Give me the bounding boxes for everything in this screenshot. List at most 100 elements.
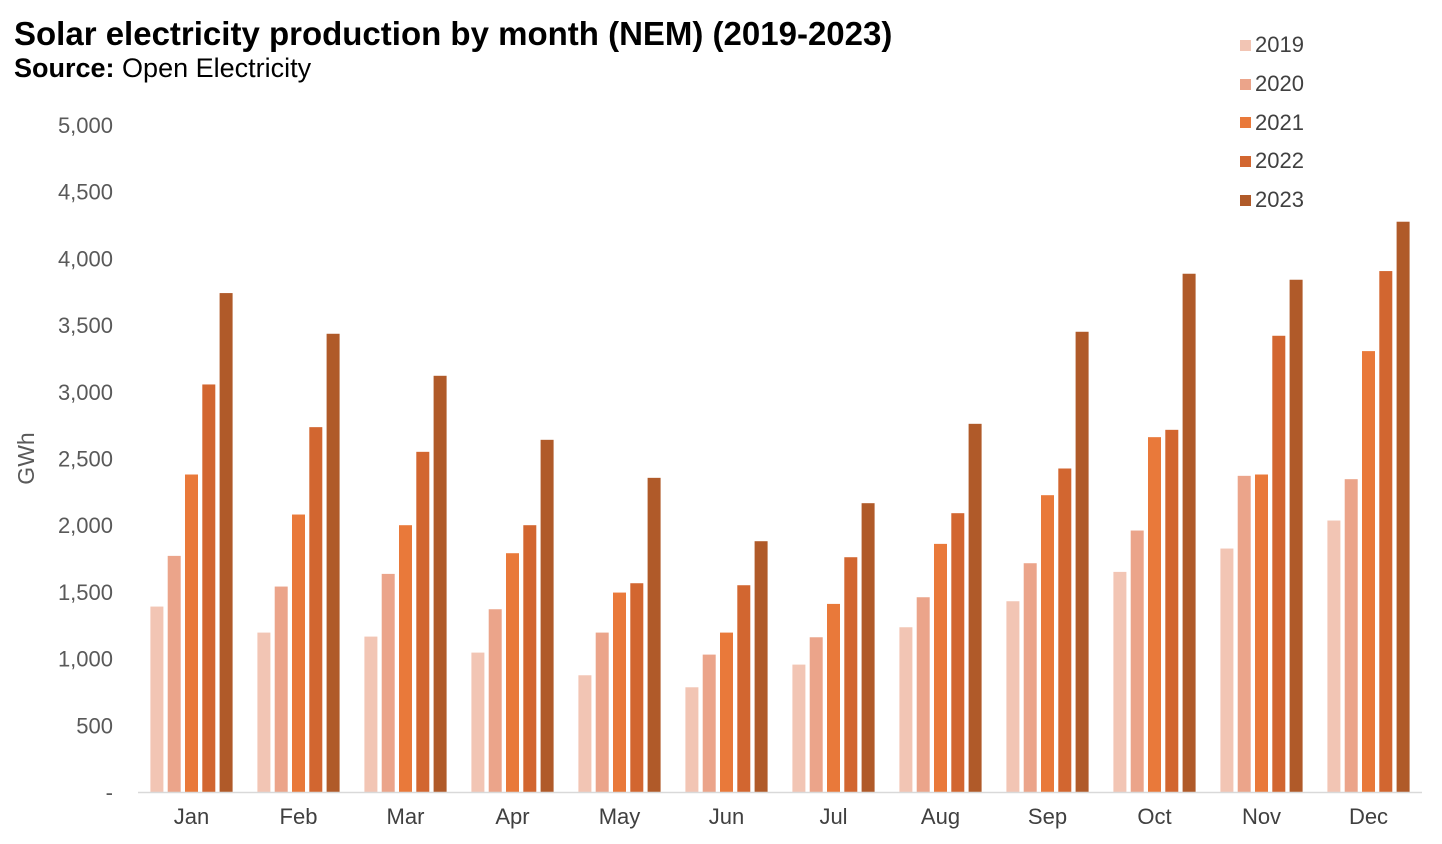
x-tick-label: Sep xyxy=(1028,804,1067,829)
y-tick-label: 1,500 xyxy=(58,580,113,605)
bar-2019-jun xyxy=(685,687,699,792)
legend-label: 2020 xyxy=(1255,71,1304,97)
legend-item: 2020 xyxy=(1240,65,1304,104)
bar-2022-feb xyxy=(309,427,323,792)
bar-2020-nov xyxy=(1237,475,1251,792)
bar-2020-mar xyxy=(381,573,395,792)
legend-item: 2023 xyxy=(1240,181,1304,220)
bar-2020-sep xyxy=(1023,563,1037,792)
legend-swatch xyxy=(1240,39,1251,51)
legend-item: 2021 xyxy=(1240,103,1304,142)
bar-2023-dec xyxy=(1396,221,1410,793)
subtitle-value: Open Electricity xyxy=(122,53,312,83)
y-tick-label: 2,500 xyxy=(58,447,113,472)
bar-2022-nov xyxy=(1272,335,1286,792)
x-tick-label: May xyxy=(599,804,641,829)
y-tick-label: 1,000 xyxy=(58,647,113,672)
bar-2020-jun xyxy=(702,654,716,792)
bar-2022-jan xyxy=(202,384,216,792)
y-tick-label: 500 xyxy=(76,713,113,738)
bar-2020-jan xyxy=(167,555,181,792)
bar-2021-feb xyxy=(292,514,305,792)
chart-title: Solar electricity production by month (N… xyxy=(14,15,893,52)
bar-2019-nov xyxy=(1220,548,1234,792)
y-tick-label: 4,500 xyxy=(58,180,113,205)
legend-label: 2023 xyxy=(1255,187,1304,213)
bar-2021-nov xyxy=(1255,474,1268,792)
bar-2019-oct xyxy=(1113,571,1127,792)
legend-item: 2019 xyxy=(1240,26,1304,65)
chart-subtitle: Source: Open Electricity xyxy=(14,51,311,85)
bar-2020-aug xyxy=(916,597,930,792)
bar-2021-apr xyxy=(506,553,519,792)
bar-2020-oct xyxy=(1130,530,1144,792)
x-tick-label: Nov xyxy=(1242,804,1281,829)
bar-2021-jul xyxy=(827,603,840,792)
bar-2019-jan xyxy=(150,606,164,792)
bar-2022-jul xyxy=(844,557,858,792)
y-tick-label: 4,000 xyxy=(58,246,113,271)
bar-2021-oct xyxy=(1148,437,1161,792)
legend-swatch xyxy=(1240,155,1251,167)
bar-2022-aug xyxy=(951,513,965,792)
y-tick-label: 2,000 xyxy=(58,513,113,538)
bar-2023-apr xyxy=(540,439,554,792)
y-tick-label: 3,500 xyxy=(58,313,113,338)
bar-2023-may xyxy=(647,477,661,792)
bar-2021-dec xyxy=(1362,351,1375,792)
x-tick-label: Mar xyxy=(387,804,425,829)
bar-2022-jun xyxy=(737,585,751,792)
legend-swatch xyxy=(1240,194,1251,206)
bar-2019-apr xyxy=(471,652,485,792)
bar-2022-apr xyxy=(523,525,537,792)
bar-2023-sep xyxy=(1075,331,1089,792)
x-tick-label: Jun xyxy=(709,804,744,829)
y-tick-label: - xyxy=(106,780,113,805)
y-axis-label: GWh xyxy=(13,432,39,484)
bar-2023-jan xyxy=(219,293,233,792)
legend-label: 2021 xyxy=(1255,109,1304,135)
bar-2023-jun xyxy=(754,541,768,792)
x-tick-label: Aug xyxy=(921,804,960,829)
bar-2022-sep xyxy=(1058,468,1072,792)
x-tick-label: Feb xyxy=(280,804,318,829)
bar-2019-jul xyxy=(792,664,806,792)
legend-swatch xyxy=(1240,78,1251,90)
x-tick-label: Dec xyxy=(1349,804,1388,829)
bar-2023-feb xyxy=(326,333,340,792)
legend-label: 2022 xyxy=(1255,148,1304,174)
bar-2023-oct xyxy=(1182,273,1196,792)
bar-2021-mar xyxy=(399,525,412,792)
bar-2020-may xyxy=(595,632,609,792)
bar-2022-dec xyxy=(1379,271,1393,792)
x-tick-label: Apr xyxy=(495,804,529,829)
bar-2019-sep xyxy=(1006,601,1020,792)
bar-2021-may xyxy=(613,592,626,792)
x-tick-label: Jul xyxy=(819,804,847,829)
bar-2022-mar xyxy=(416,451,430,792)
bar-2019-dec xyxy=(1327,520,1341,792)
bar-2020-jul xyxy=(809,637,823,792)
bar-2020-dec xyxy=(1344,479,1358,792)
legend-swatch xyxy=(1240,117,1251,129)
bar-2021-sep xyxy=(1041,495,1054,792)
bar-2019-aug xyxy=(899,627,913,792)
bar-2019-feb xyxy=(257,632,271,792)
subtitle-label: Source: xyxy=(14,53,115,83)
bar-2019-may xyxy=(578,675,592,792)
chart-legend: 2019 2020 2021 2022 2023 xyxy=(1240,26,1304,219)
x-tick-label: Jan xyxy=(174,804,209,829)
bar-2021-jan xyxy=(185,474,198,792)
bar-2022-may xyxy=(630,583,644,792)
legend-item: 2022 xyxy=(1240,142,1304,181)
bar-2020-feb xyxy=(274,586,288,792)
bar-2020-apr xyxy=(488,609,502,792)
x-tick-label: Oct xyxy=(1137,804,1171,829)
bar-2019-mar xyxy=(364,636,378,792)
bar-2021-jun xyxy=(720,632,733,792)
bar-2022-oct xyxy=(1165,429,1179,792)
bar-2023-mar xyxy=(433,375,447,792)
bar-2023-nov xyxy=(1289,279,1303,792)
bar-2023-aug xyxy=(968,423,982,792)
